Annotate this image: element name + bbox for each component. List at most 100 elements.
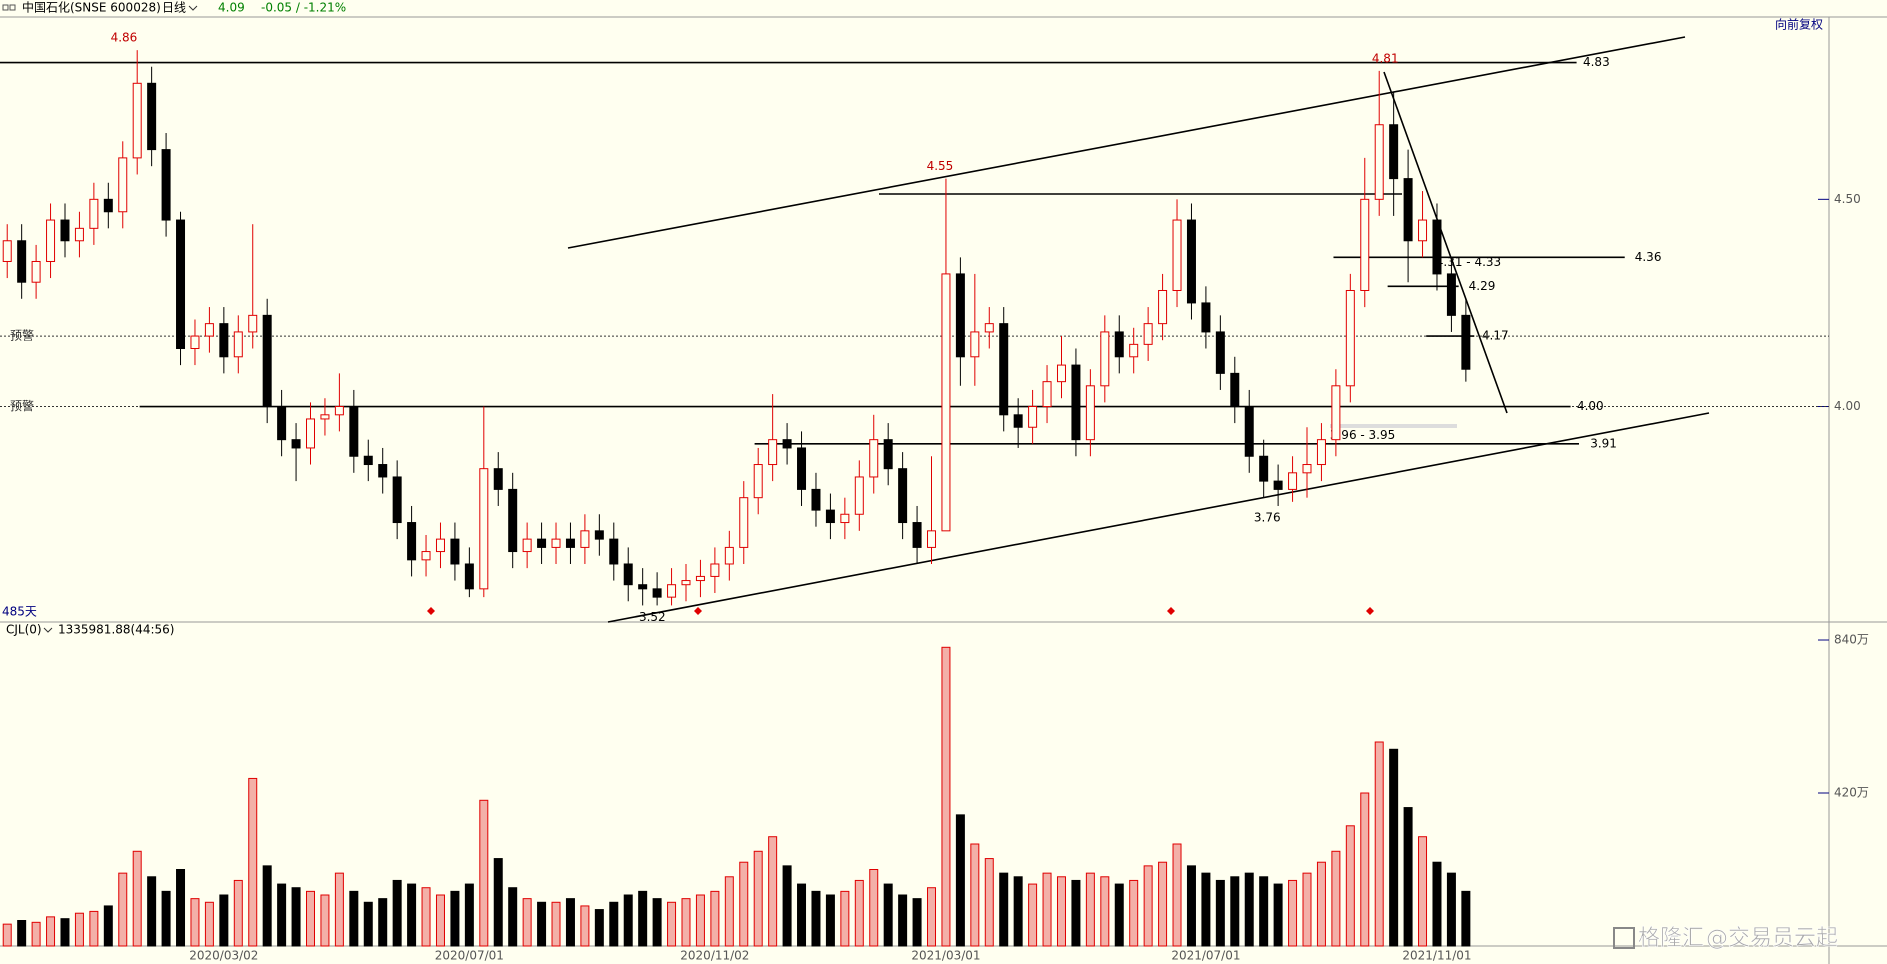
volume-bar (277, 883, 287, 947)
volume-bar (854, 879, 864, 947)
candle-body (421, 551, 431, 561)
candle-body (1143, 323, 1153, 345)
candle-body (681, 580, 691, 586)
candle-body (1028, 406, 1038, 428)
candle-body (1374, 124, 1384, 200)
candle-body (999, 323, 1009, 416)
adjust-mode[interactable]: 向前复权 (1775, 17, 1823, 32)
candle-body (869, 439, 879, 478)
candle-body (450, 538, 460, 565)
y-tick-label: 4.50 (1834, 192, 1861, 206)
candle-body (1186, 219, 1196, 304)
alert-label: 预警 (10, 398, 34, 413)
candle-body (825, 509, 835, 524)
volume-bar (710, 890, 720, 947)
candle-body (840, 513, 850, 524)
dropdown-arrow[interactable] (188, 5, 198, 11)
alert-label: 预警 (10, 328, 34, 343)
volume-bar (1013, 876, 1023, 947)
volume-bar (190, 898, 200, 947)
price-line-label: 4.29 (1469, 279, 1496, 293)
price-line-label: 3.91 (1590, 436, 1617, 450)
candle-body (609, 538, 619, 565)
candle-body (768, 439, 778, 466)
candle-body (912, 522, 922, 548)
volume-bar (1331, 850, 1341, 947)
volume-bar (1446, 872, 1456, 947)
candle-body (1013, 414, 1023, 428)
volume-bar (392, 879, 402, 947)
candle-body (2, 240, 12, 262)
candle-body (1201, 302, 1211, 333)
volume-bar (695, 894, 705, 947)
candle-body (60, 219, 70, 242)
candle-body (551, 538, 561, 548)
volume-bar (1186, 865, 1196, 947)
candle-body (1316, 439, 1326, 466)
candle-body (147, 82, 157, 151)
volume-bar (1215, 879, 1225, 947)
candle-body (89, 198, 99, 229)
volume-bar (1114, 883, 1124, 947)
candle-body (970, 331, 980, 358)
volume-bar (1129, 879, 1139, 947)
candle-body (1403, 178, 1413, 242)
candle-body (1042, 381, 1052, 408)
volume-bar (320, 894, 330, 947)
volume-bar (1374, 741, 1384, 947)
volume-bar (782, 865, 792, 947)
icon (2, 4, 9, 11)
volume-bar (580, 905, 590, 947)
volume-bar (594, 909, 604, 947)
indicator-reading: 1335981.88(44:56) (58, 623, 174, 637)
volume-bar (970, 843, 980, 947)
candle-body (724, 546, 734, 565)
candle-body (493, 468, 503, 490)
indicator-name[interactable]: CJL(0) (6, 623, 42, 637)
candle-body (1071, 364, 1081, 441)
volume-bar (652, 898, 662, 947)
volume-bar (1028, 883, 1038, 947)
candle-body (984, 323, 994, 333)
candle-body (1230, 372, 1240, 408)
volume-bar (248, 777, 258, 947)
volume-bar (1360, 792, 1370, 947)
candle-body (537, 538, 547, 548)
candle-body (898, 468, 908, 524)
volume-bar (1244, 872, 1254, 947)
volume-bar (46, 916, 56, 947)
candle-body (1345, 289, 1355, 387)
candle-body (652, 588, 662, 598)
volume-bar (1273, 883, 1283, 947)
x-tick-label: 2021/03/01 (911, 949, 980, 963)
volume-bar (1259, 876, 1269, 947)
signal-marker (427, 607, 435, 615)
volume-bar (667, 901, 677, 947)
volume-bar (1316, 861, 1326, 947)
volume-bar (1288, 879, 1298, 947)
volume-bar (1071, 879, 1081, 947)
candle-body (190, 335, 200, 350)
candle-body (883, 439, 893, 470)
dropdown-arrow[interactable] (43, 627, 53, 633)
volume-bar (1432, 861, 1442, 947)
volume-bar (132, 850, 142, 947)
candle-body (522, 538, 532, 553)
volume-bar (551, 901, 561, 947)
candle-body (219, 323, 229, 358)
volume-bar (999, 872, 1009, 947)
candle-body (1215, 331, 1225, 374)
candle-body (1172, 219, 1182, 291)
period-selector[interactable]: 日线 (162, 1, 186, 15)
candle-body (248, 314, 258, 333)
candle-body (710, 563, 720, 577)
volume-bar (334, 872, 344, 947)
volume-bar (2, 923, 12, 947)
candle-body (1446, 273, 1456, 316)
volume-bar (898, 894, 908, 947)
candle-body (753, 464, 763, 499)
y-tick-label: 420万 (1834, 786, 1869, 800)
volume-bar (522, 898, 532, 947)
candle-body (464, 563, 474, 590)
